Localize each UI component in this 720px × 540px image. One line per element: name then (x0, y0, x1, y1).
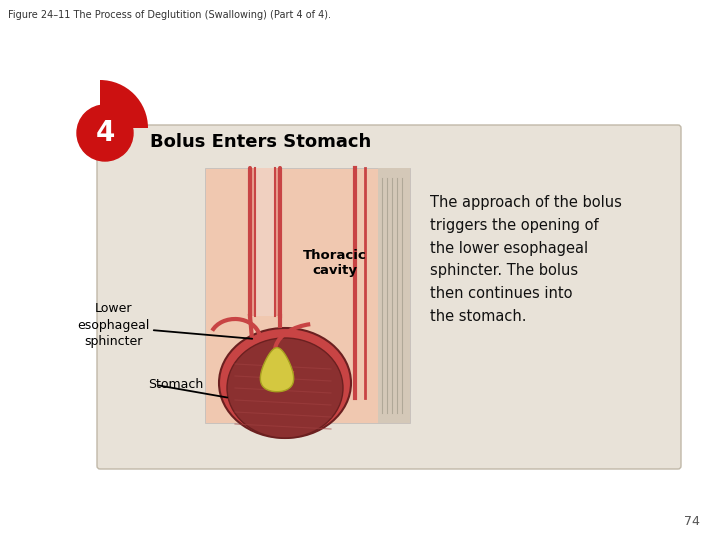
Text: 74: 74 (684, 515, 700, 528)
Bar (205, 168, 410, 423)
Wedge shape (100, 80, 148, 128)
Polygon shape (261, 348, 294, 392)
Bar (250, 168, 255, 316)
Bar (255, 168, 275, 316)
Text: Stomach: Stomach (148, 379, 203, 392)
Text: Figure 24–11 The Process of Deglutition (Swallowing) (Part 4 of 4).: Figure 24–11 The Process of Deglutition … (8, 10, 331, 20)
Bar (378, 168, 410, 423)
FancyBboxPatch shape (97, 125, 681, 469)
Text: The approach of the bolus
triggers the opening of
the lower esophageal
sphincter: The approach of the bolus triggers the o… (430, 195, 622, 324)
Text: Lower
esophageal
sphincter: Lower esophageal sphincter (77, 302, 149, 348)
Ellipse shape (227, 338, 343, 438)
Circle shape (77, 105, 133, 161)
Text: Bolus Enters Stomach: Bolus Enters Stomach (150, 133, 372, 151)
Ellipse shape (219, 328, 351, 438)
Text: 4: 4 (95, 119, 114, 147)
Text: Thoracic
cavity: Thoracic cavity (303, 249, 367, 277)
Bar (275, 168, 280, 316)
